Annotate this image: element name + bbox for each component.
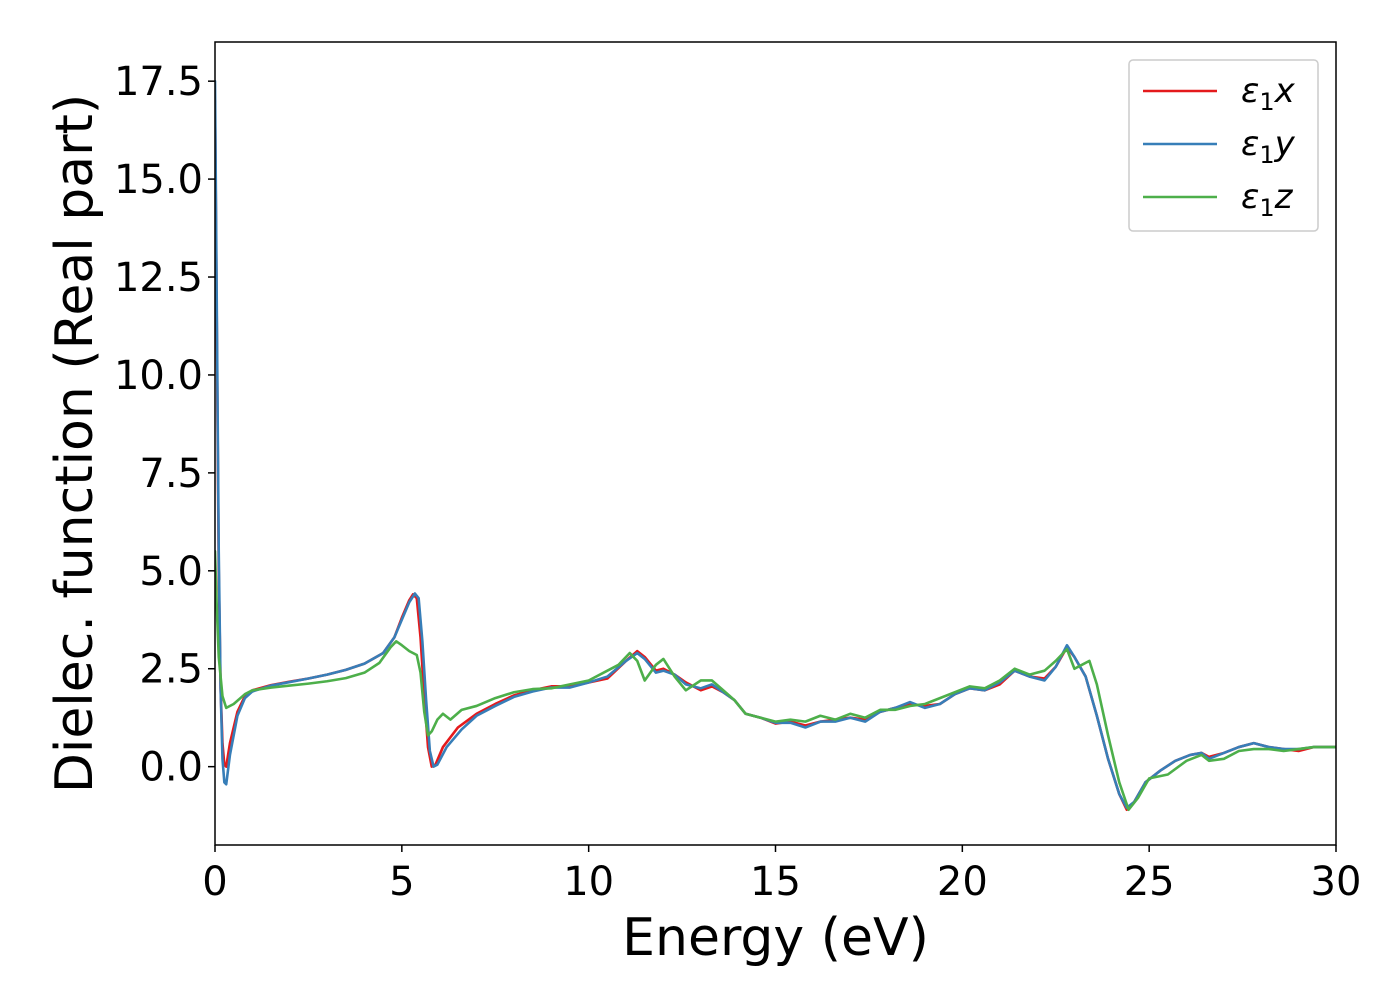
series-line-y <box>215 79 1336 810</box>
legend-label-x: ε1x <box>1241 71 1296 116</box>
x-tick-label: 15 <box>750 859 801 905</box>
y-axis-ticks: 0.0 2.5 5.0 7.5 10.0 12.5 15.0 17.5 <box>114 59 215 791</box>
legend-label-z: ε1z <box>1241 177 1294 222</box>
y-tick-label: 17.5 <box>114 59 203 105</box>
x-axis-label: Energy (eV) <box>622 908 929 968</box>
x-tick-label: 0 <box>202 859 227 905</box>
y-tick-label: 7.5 <box>139 451 203 497</box>
x-tick-label: 20 <box>937 859 988 905</box>
y-axis-label: Dielec. function (Real part) <box>45 94 105 793</box>
legend-label-y: ε1y <box>1241 124 1296 169</box>
y-tick-label: 15.0 <box>114 157 203 203</box>
x-axis-ticks: 0 5 10 15 20 25 30 <box>202 845 1361 905</box>
x-tick-label: 5 <box>389 859 414 905</box>
y-tick-label: 2.5 <box>139 647 203 693</box>
y-tick-label: 12.5 <box>114 255 203 301</box>
x-tick-label: 25 <box>1124 859 1175 905</box>
legend: ε1x ε1y ε1z <box>1128 59 1319 232</box>
series-line-z <box>215 549 1336 812</box>
y-tick-label: 10.0 <box>114 353 203 399</box>
x-tick-label: 10 <box>563 859 614 905</box>
legend-box <box>1128 59 1319 232</box>
x-tick-label: 30 <box>1311 859 1362 905</box>
y-tick-label: 5.0 <box>139 549 203 595</box>
y-tick-label: 0.0 <box>139 745 203 791</box>
plot-lines <box>215 79 1336 812</box>
